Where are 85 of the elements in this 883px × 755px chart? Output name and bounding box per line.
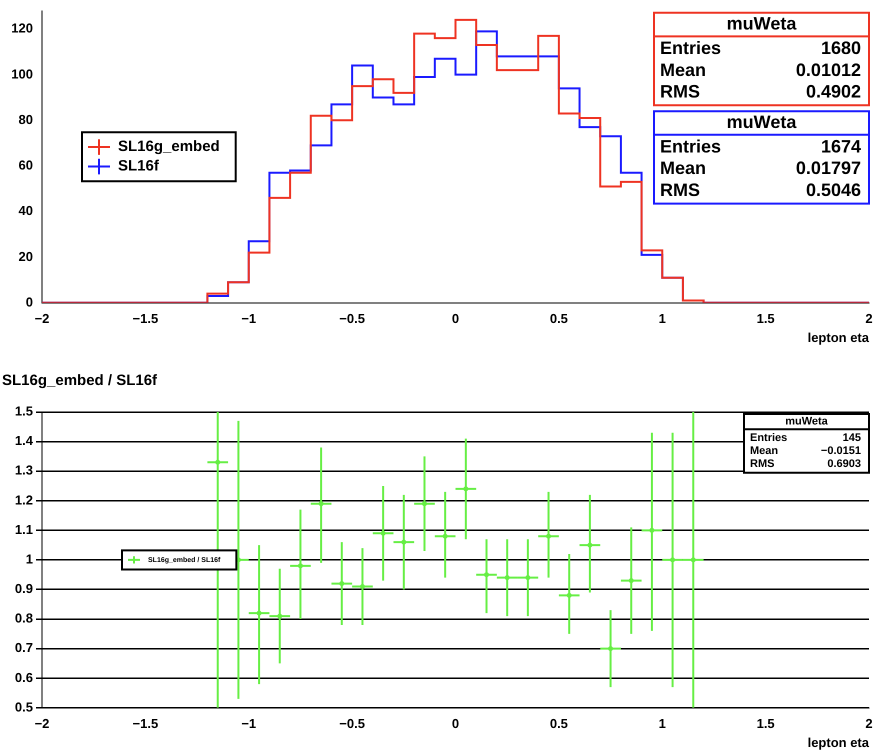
- y-tick-label: 0.8: [14, 610, 33, 626]
- annotation: Entries: [660, 38, 722, 58]
- annotation: Entries: [660, 136, 722, 157]
- point: [525, 575, 530, 580]
- x-tick-label: −0.5: [339, 716, 365, 732]
- y-tick-label: 1.4: [14, 433, 34, 448]
- annotation: muWeta: [785, 416, 829, 428]
- y-tick-label: 1.3: [14, 462, 33, 478]
- x-tick-label: −1.5: [132, 311, 158, 326]
- x-tick-label: −1.5: [132, 716, 158, 732]
- point: [690, 557, 696, 562]
- x-axis-title: lepton eta: [808, 734, 870, 750]
- y-tick-label: 1: [26, 551, 33, 566]
- y-tick-label: 0.5: [14, 699, 33, 714]
- point: [360, 584, 365, 590]
- annotation: 145: [842, 432, 861, 444]
- point: [670, 557, 676, 562]
- point: [442, 534, 448, 539]
- point: [608, 646, 614, 652]
- x-tick-label: 2: [865, 311, 873, 326]
- point: [215, 460, 220, 465]
- annotation: Mean: [660, 60, 706, 80]
- x-tick-label: 0: [452, 311, 460, 326]
- point: [256, 610, 262, 616]
- y-tick-label: 0.9: [14, 581, 33, 596]
- point: [504, 575, 510, 580]
- x-axis-title: lepton eta: [808, 330, 870, 345]
- annotation: 0.01797: [796, 158, 861, 178]
- x-tick-label: 0.5: [550, 311, 568, 326]
- annotation: 0.4902: [806, 81, 861, 102]
- point: [546, 534, 552, 539]
- annotation: −0.0151: [820, 445, 861, 458]
- legend-label: SL16g_embed: [118, 138, 220, 156]
- point: [277, 614, 282, 619]
- x-tick-label: 1: [658, 311, 666, 326]
- x-tick-label: 0: [452, 716, 460, 732]
- y-tick-label: 1.2: [14, 492, 33, 508]
- y-tick-label: 60: [18, 158, 33, 173]
- x-tick-label: 1.5: [756, 716, 775, 732]
- chart-title: SL16g_embed / SL16f: [2, 372, 158, 390]
- y-tick-label: 0: [26, 294, 33, 310]
- x-tick-label: −2: [34, 311, 50, 326]
- x-tick-label: 2: [865, 716, 873, 732]
- point: [401, 540, 406, 545]
- annotation: 0.5046: [806, 180, 861, 200]
- point: [463, 486, 468, 492]
- x-tick-label: −0.5: [339, 311, 365, 326]
- y-tick-label: 100: [11, 66, 33, 82]
- annotation: 1674: [820, 136, 861, 157]
- annotation: 0.01012: [796, 60, 861, 80]
- y-tick-label: 0.6: [14, 670, 33, 685]
- y-tick-label: 1.1: [14, 522, 33, 537]
- y-tick-label: 20: [18, 248, 33, 264]
- annotation: muWeta: [726, 14, 798, 34]
- annotation: muWeta: [726, 112, 798, 132]
- point: [484, 572, 490, 578]
- x-tick-label: −2: [34, 716, 50, 732]
- y-tick-label: 120: [11, 20, 33, 36]
- annotation: Mean: [660, 158, 706, 178]
- y-tick-label: 1.5: [14, 404, 33, 419]
- point: [566, 592, 572, 598]
- annotation: RMS: [660, 180, 700, 200]
- annotation: Mean: [750, 445, 778, 458]
- x-tick-label: −1: [241, 311, 256, 326]
- x-tick-label: −1: [241, 716, 256, 732]
- y-tick-label: 40: [18, 203, 33, 218]
- x-tick-label: 1: [658, 716, 666, 732]
- annotation: 0.6903: [827, 458, 861, 470]
- annotation: RMS: [750, 458, 774, 470]
- legend-label: SL16f: [118, 158, 160, 175]
- y-tick-label: 0.7: [14, 640, 33, 656]
- point: [587, 542, 592, 548]
- point: [628, 578, 634, 584]
- annotation: RMS: [660, 81, 700, 102]
- point: [339, 581, 344, 586]
- annotation: 1680: [820, 38, 861, 58]
- x-tick-label: 0.5: [550, 716, 568, 732]
- point: [649, 528, 654, 533]
- annotation: Entries: [750, 432, 788, 444]
- x-tick-label: 1.5: [756, 311, 775, 326]
- point: [380, 530, 386, 536]
- y-tick-label: 80: [18, 112, 33, 127]
- point: [298, 563, 303, 568]
- point: [422, 501, 427, 506]
- point: [318, 501, 324, 506]
